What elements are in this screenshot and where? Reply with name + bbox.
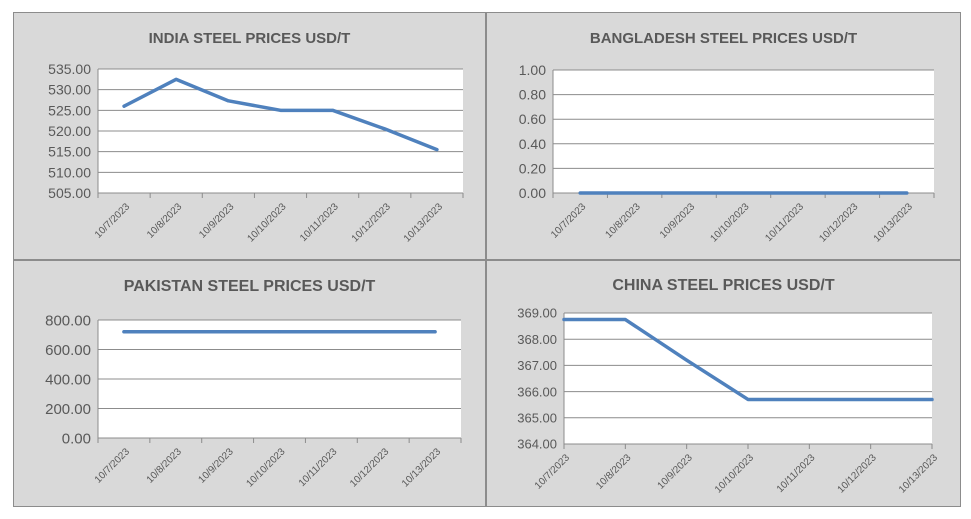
x-tick-label: 10/9/2023 <box>656 452 696 492</box>
x-tick-label: 10/8/2023 <box>594 452 634 492</box>
data-point <box>869 397 873 401</box>
data-point <box>746 397 750 401</box>
y-tick-label: 0.20 <box>519 160 546 176</box>
y-tick-label: 530.00 <box>48 82 91 98</box>
y-tick-label: 0.00 <box>62 430 91 447</box>
x-tick-label: 10/7/2023 <box>549 201 589 241</box>
data-point <box>578 191 582 195</box>
x-tick-label: 10/11/2023 <box>298 201 341 244</box>
data-point <box>435 148 439 152</box>
x-tick-label: 10/9/2023 <box>197 446 237 486</box>
data-point <box>633 191 637 195</box>
data-point <box>383 127 387 131</box>
x-tick-label: 10/10/2023 <box>244 446 287 489</box>
chart-panel-china: CHINA STEEL PRICES USD/T 364.00 365.00 366… <box>486 260 961 507</box>
x-tick-label: 10/12/2023 <box>817 201 860 244</box>
data-point <box>796 191 800 195</box>
x-tick-label: 10/7/2023 <box>93 446 133 486</box>
data-point <box>122 104 126 108</box>
y-tick-label: 0.60 <box>519 111 546 127</box>
y-tick-label: 1.00 <box>519 62 546 78</box>
y-tick-label: 200.00 <box>45 401 91 418</box>
x-tick-label: 10/7/2023 <box>93 201 133 241</box>
y-tick-label: 535.00 <box>48 61 91 77</box>
chart-svg: 364.00 365.00 366.00 367.00 368.00 369.00 10/7… <box>517 306 940 496</box>
x-tick-label: 10/9/2023 <box>658 201 698 241</box>
x-tick-label: 10/8/2023 <box>604 201 644 241</box>
y-tick-label: 0.80 <box>519 87 546 103</box>
x-tick-label: 10/11/2023 <box>763 201 806 244</box>
data-point <box>278 330 281 334</box>
plot-area <box>553 70 934 193</box>
chart-panel-bangladesh: BANGLADESH STEEL PRICES USD/T 0.00 0.20 0.… <box>486 12 961 260</box>
y-tick-label: 400.00 <box>45 371 91 388</box>
y-tick-label: 366.00 <box>517 384 557 399</box>
plot-area <box>564 313 932 444</box>
chart-title: BANGLADESH STEEL PRICES USD/T <box>589 30 858 47</box>
data-point <box>122 330 126 334</box>
x-tick-label: 10/13/2023 <box>872 201 915 244</box>
y-tick-label: 365.00 <box>517 410 557 425</box>
x-tick-label: 10/13/2023 <box>897 452 940 495</box>
data-point <box>807 397 811 401</box>
y-tick-label: 600.00 <box>45 342 91 359</box>
y-tick-label: 369.00 <box>517 306 557 321</box>
y-tick-label: 510.00 <box>48 164 91 180</box>
data-point <box>687 191 691 195</box>
data-point <box>226 99 230 103</box>
x-tick-label: 10/10/2023 <box>708 201 751 244</box>
x-tick-label: 10/13/2023 <box>400 446 443 489</box>
data-point <box>685 358 689 362</box>
data-point <box>329 330 333 334</box>
chart-svg: 0.00 200.00 400.00 600.00 800.00 10/7/2023 10/… <box>45 312 462 490</box>
y-tick-label: 525.00 <box>48 102 91 118</box>
data-point <box>174 330 178 334</box>
data-point <box>433 330 437 334</box>
y-tick-label: 0.40 <box>519 136 546 152</box>
data-point <box>905 191 909 195</box>
x-tick-label: 10/11/2023 <box>297 446 340 489</box>
chart-svg: 0.00 0.20 0.40 0.60 0.80 1.00 10/7/2023 10/8/20… <box>519 62 935 245</box>
data-point <box>623 318 627 322</box>
data-point <box>742 191 745 195</box>
x-tick-label: 10/9/2023 <box>197 201 237 241</box>
x-tick-label: 10/10/2023 <box>713 452 756 495</box>
chart-svg: 505.00 510.00 515.00 520.00 525.00 530.00 535.… <box>48 61 464 245</box>
x-tick-label: 10/7/2023 <box>533 452 573 492</box>
y-tick-label: 0.00 <box>519 185 546 201</box>
chart-panel-india: INDIA STEEL PRICES USD/T 505.00 510.00 515… <box>13 12 486 260</box>
chart-title: PAKISTAN STEEL PRICES USD/T <box>123 278 376 295</box>
y-tick-label: 368.00 <box>517 332 557 347</box>
x-tick-label: 10/13/2023 <box>402 201 445 244</box>
data-point <box>174 77 178 81</box>
y-tick-label: 364.00 <box>517 437 557 452</box>
y-tick-label: 520.00 <box>48 123 91 139</box>
y-tick-label: 367.00 <box>517 358 557 373</box>
x-tick-label: 10/10/2023 <box>245 201 288 244</box>
x-tick-label: 10/12/2023 <box>350 201 393 244</box>
data-point <box>930 397 934 401</box>
y-tick-label: 800.00 <box>45 312 91 329</box>
chart-panel-pakistan: PAKISTAN STEEL PRICES USD/T 0.00 200.00 40… <box>13 260 486 507</box>
data-point <box>381 330 385 334</box>
x-tick-label: 10/12/2023 <box>836 452 879 495</box>
data-point <box>226 330 230 334</box>
data-point <box>279 108 282 112</box>
chart-title: INDIA STEEL PRICES USD/T <box>148 30 351 47</box>
x-tick-label: 10/11/2023 <box>775 452 818 495</box>
data-point <box>850 191 854 195</box>
x-tick-label: 10/8/2023 <box>145 446 185 486</box>
data-point <box>562 318 566 322</box>
y-tick-label: 505.00 <box>48 185 91 201</box>
data-point <box>331 108 335 112</box>
y-tick-label: 515.00 <box>48 144 91 160</box>
chart-title: CHINA STEEL PRICES USD/T <box>612 277 835 294</box>
x-tick-label: 10/12/2023 <box>348 446 391 489</box>
x-tick-label: 10/8/2023 <box>145 201 185 241</box>
